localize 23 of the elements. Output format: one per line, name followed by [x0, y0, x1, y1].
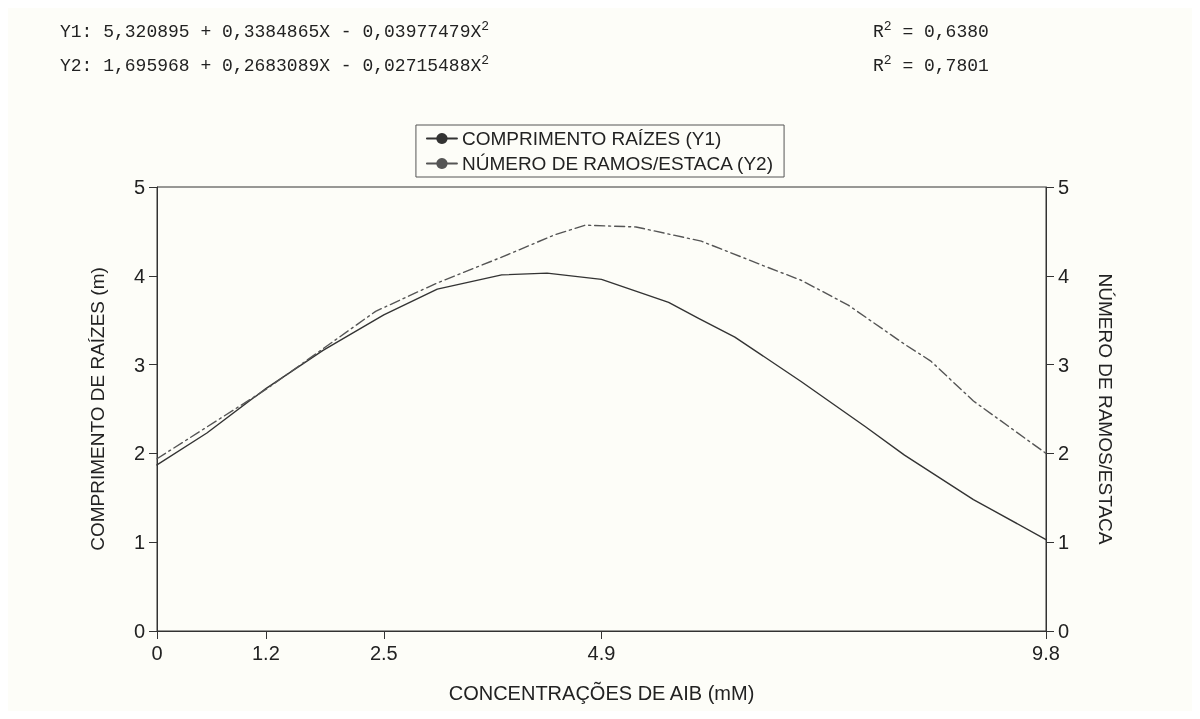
x-tick-label: 2.5 [369, 642, 398, 664]
y2-tick-label: 1 [1058, 531, 1070, 554]
x-axis-title: CONCENTRAÇÕES DE AIB (mM) [448, 681, 755, 704]
line-series [156, 224, 1047, 460]
y-tick-label: 5 [133, 176, 145, 198]
y2-tick-label: 2 [1058, 442, 1070, 465]
y2-tick-label: 4 [1058, 264, 1070, 287]
y-axis-title: COMPRIMENTO DE RAÍZES (m) [87, 267, 108, 551]
y-tick-label: 1 [133, 531, 145, 554]
x-tick-label: 1.2 [251, 642, 280, 664]
y-tick-label: 2 [133, 442, 145, 465]
legend-label: COMPRIMENTO RAÍZES (Y1) [461, 128, 722, 149]
y2-tick-label: 3 [1058, 353, 1070, 376]
y2-axis-title: NÚMERO DE RAMOS/ESTACA [1095, 273, 1116, 545]
y2-tick-label: 5 [1058, 176, 1070, 198]
y2-tick-label: 0 [1058, 620, 1070, 642]
y-tick-label: 0 [133, 620, 145, 642]
y-tick-label: 3 [133, 353, 145, 376]
x-tick-label: 0 [151, 642, 163, 664]
y-tick-label: 4 [133, 264, 145, 287]
x-tick-label: 9.8 [1032, 642, 1060, 664]
x-tick-label: 4.9 [587, 642, 616, 664]
legend-label: NÚMERO DE RAMOS/ESTACA (Y2) [461, 153, 774, 174]
